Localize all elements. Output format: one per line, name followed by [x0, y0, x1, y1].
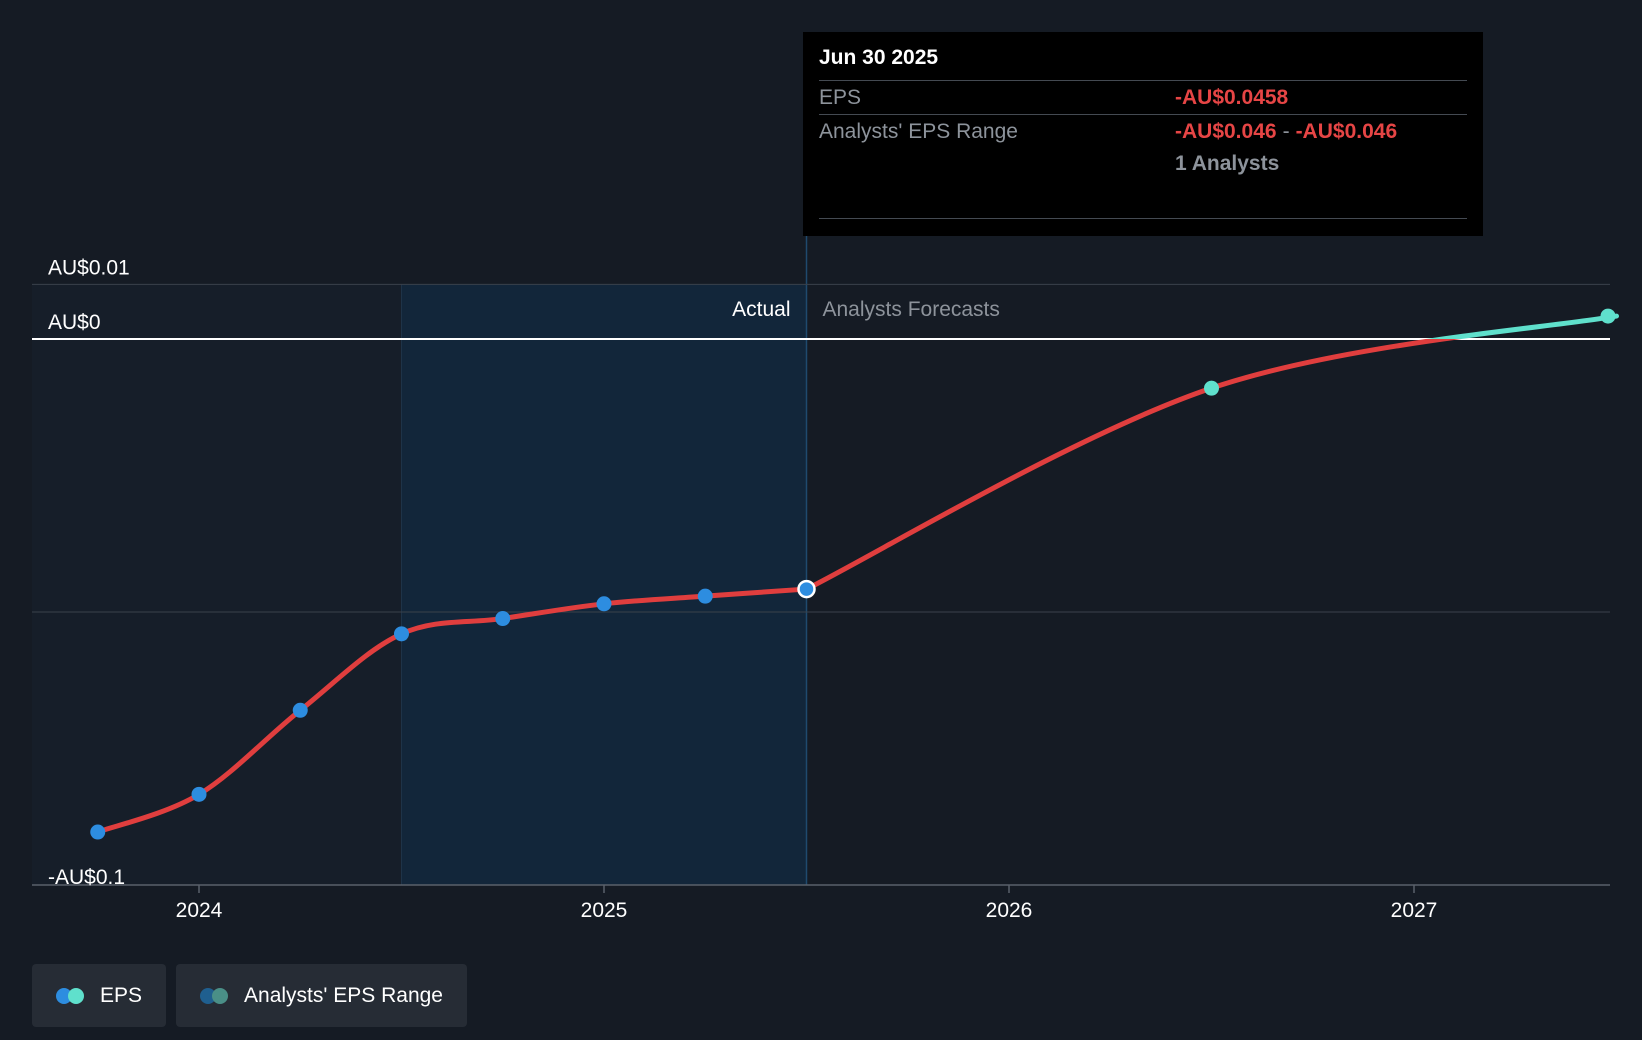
tooltip-range-row: Analysts' EPS Range -AU$0.046 - -AU$0.04… — [819, 114, 1467, 148]
legend-eps-swatch-icon — [56, 987, 86, 1004]
tooltip-eps-label: EPS — [819, 85, 862, 109]
legend-eps-label: EPS — [100, 983, 143, 1007]
eps-actual-line — [95, 586, 809, 835]
actual-label: Actual — [732, 298, 790, 321]
eps-point-highlighted — [797, 579, 816, 599]
y-tick-label: AU$0.01 — [48, 256, 130, 279]
eps-point — [292, 702, 308, 718]
legend-range-swatch-dot-forecast — [212, 987, 229, 1004]
tooltip-eps-value: -AU$0.0458 — [1175, 85, 1289, 109]
past-band — [32, 284, 402, 885]
eps-point — [394, 626, 409, 642]
x-tick-label: 2025 — [581, 899, 628, 922]
tooltip-range-label: Analysts' EPS Range — [819, 119, 1018, 143]
eps-point — [90, 824, 106, 840]
eps-point — [596, 596, 612, 612]
legend-item-eps[interactable]: EPS — [32, 964, 167, 1027]
legend-item-eps-range[interactable]: Analysts' EPS Range — [176, 964, 467, 1027]
y-tick-label: -AU$0.1 — [48, 866, 125, 889]
eps-forecast-point — [1204, 380, 1219, 396]
eps-forecast-point — [1600, 308, 1616, 324]
tooltip-eps-row: EPS -AU$0.0458 — [819, 80, 1467, 114]
x-tick-label: 2024 — [176, 899, 223, 922]
eps-forecast-line-positive — [1425, 313, 1619, 339]
tooltip-analysts-count: 1 Analysts — [1175, 152, 1280, 175]
tooltip-range-low: -AU$0.046 — [1175, 119, 1277, 143]
eps-forecast-line — [804, 339, 1462, 592]
x-tick-label: 2026 — [986, 899, 1033, 922]
legend: EPS Analysts' EPS Range — [32, 964, 467, 1027]
legend-eps-swatch-dot-forecast — [68, 987, 84, 1004]
tooltip-range-high: -AU$0.046 — [1295, 119, 1398, 143]
tooltip-divider — [819, 218, 1467, 219]
eps-point — [191, 786, 207, 802]
legend-range-swatch-icon — [200, 987, 230, 1004]
eps-point — [697, 588, 713, 604]
eps-point — [495, 611, 511, 627]
legend-range-label: Analysts' EPS Range — [244, 983, 443, 1007]
tooltip-date: Jun 30 2025 — [819, 46, 939, 69]
x-tick-label: 2027 — [1391, 899, 1438, 922]
y-tick-label: AU$0 — [48, 311, 101, 334]
forecast-label: Analysts Forecasts — [823, 298, 1000, 321]
actual-band — [401, 284, 807, 885]
tooltip: Jun 30 2025 EPS -AU$0.0458 Analysts' EPS… — [803, 32, 1483, 236]
tooltip-range-separator: - — [1282, 119, 1290, 143]
